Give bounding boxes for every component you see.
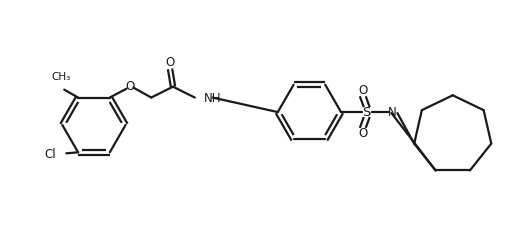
Text: O: O	[165, 56, 175, 69]
Text: N: N	[388, 106, 397, 119]
Text: O: O	[358, 127, 368, 140]
Text: Cl: Cl	[45, 148, 56, 161]
Text: CH₃: CH₃	[51, 72, 71, 82]
Text: O: O	[125, 80, 134, 93]
Text: O: O	[358, 84, 368, 97]
Text: NH: NH	[204, 92, 221, 105]
Text: S: S	[362, 106, 371, 119]
